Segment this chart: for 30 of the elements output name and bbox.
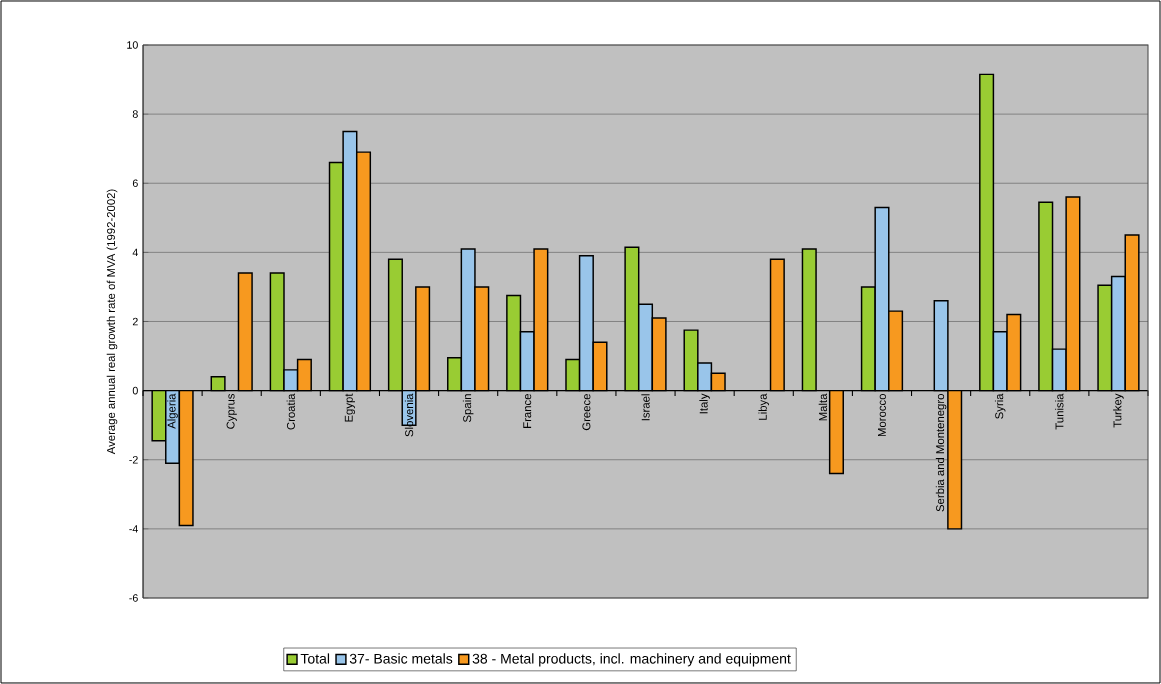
legend-label: 38 - Metal products, incl. machinery and equipment	[472, 653, 791, 667]
y-tick-label: 4	[132, 248, 138, 257]
x-tick-label: Serbia and Montenegro	[935, 394, 947, 512]
y-tick-label: 10	[127, 41, 138, 49]
x-tick-label: Italy	[699, 393, 710, 414]
x-tick-label: Spain	[462, 394, 474, 423]
y-tick-label: 2	[132, 317, 138, 326]
y-tick-label: -2	[129, 456, 138, 464]
x-tick-label: Croatia	[286, 393, 295, 430]
x-tick-label: Libya	[758, 393, 770, 420]
legend-label: 37- Basic metals	[349, 653, 453, 664]
x-tick-label: Slovenia	[404, 393, 414, 437]
x-tick-label: Algeria	[167, 393, 178, 429]
x-tick-label: Cyprus	[226, 393, 237, 429]
x-tick-label: Tunisia	[1055, 393, 1064, 430]
x-tick-label: Malta	[818, 393, 828, 421]
x-tick-label: Greece	[582, 394, 591, 431]
x-tick-label: Israel	[641, 394, 650, 421]
x-tick-label: Syria	[994, 393, 1006, 419]
y-tick-label: 0	[132, 386, 138, 395]
x-tick-label: Turkey	[1113, 393, 1124, 428]
x-tick-label: France	[523, 394, 532, 428]
y-tick-label: 6	[132, 179, 138, 188]
x-tick-label: Morocco	[878, 394, 886, 437]
x-tick-label: Egypt	[344, 393, 355, 422]
y-tick-label: -4	[129, 525, 138, 533]
y-axis-title: Average annual real growth rate of MVA (1992-2002)	[106, 189, 118, 455]
y-tick-label: -6	[129, 594, 138, 602]
legend-label: Total	[300, 653, 330, 664]
y-tick-label: 8	[132, 110, 138, 118]
